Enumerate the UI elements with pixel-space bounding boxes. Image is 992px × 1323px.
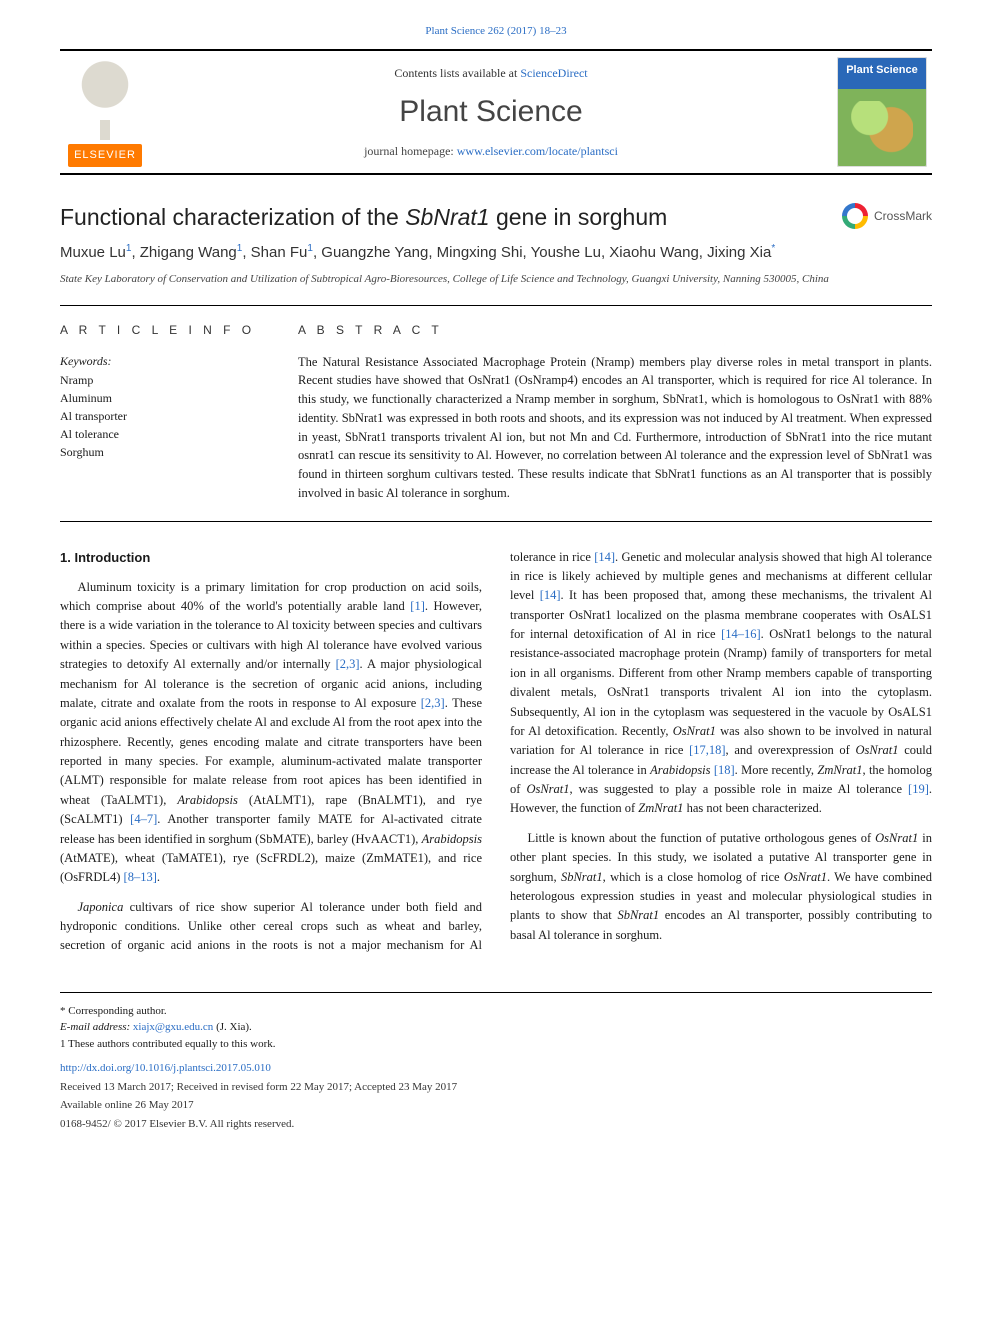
keywords-list: NrampAluminumAl transporterAl toleranceS… (60, 371, 270, 461)
homepage-prefix: journal homepage: (364, 144, 457, 158)
top-citation[interactable]: Plant Science 262 (2017) 18–23 (60, 24, 932, 39)
article-history: Received 13 March 2017; Received in revi… (60, 1079, 932, 1096)
body-paragraph: Little is known about the function of pu… (510, 829, 932, 945)
article-title: Functional characterization of the SbNra… (60, 203, 826, 232)
keyword-item: Aluminum (60, 389, 270, 407)
journal-homepage-line: journal homepage: www.elsevier.com/locat… (162, 143, 820, 160)
abstract-text: The Natural Resistance Associated Macrop… (298, 353, 932, 503)
journal-homepage-link[interactable]: www.elsevier.com/locate/plantsci (457, 144, 618, 158)
masthead: ELSEVIER Contents lists available at Sci… (60, 49, 932, 175)
contents-prefix: Contents lists available at (394, 66, 520, 80)
publisher-block: ELSEVIER (60, 57, 150, 167)
elsevier-wordmark: ELSEVIER (68, 144, 142, 167)
masthead-center: Contents lists available at ScienceDirec… (162, 57, 820, 167)
author-list: Muxue Lu1, Zhigang Wang1, Shan Fu1, Guan… (60, 242, 932, 264)
journal-cover-block (832, 57, 932, 167)
sciencedirect-link[interactable]: ScienceDirect (520, 66, 587, 80)
title-text-post: gene in sorghum (490, 204, 668, 230)
affiliation: State Key Laboratory of Conservation and… (60, 272, 932, 287)
available-online: Available online 26 May 2017 (60, 1097, 932, 1114)
abstract-column: A B S T R A C T The Natural Resistance A… (298, 322, 932, 503)
article-info-heading: A R T I C L E I N F O (60, 322, 270, 339)
body-paragraph: Aluminum toxicity is a primary limitatio… (60, 578, 482, 888)
corresponding-note: * Corresponding author. (60, 1003, 932, 1020)
footnotes: * Corresponding author. E-mail address: … (60, 992, 932, 1133)
email-suffix: (J. Xia). (213, 1021, 252, 1033)
journal-name: Plant Science (162, 91, 820, 133)
title-text-pre: Functional characterization of the (60, 204, 405, 230)
journal-cover-thumbnail (837, 57, 927, 167)
contents-available-line: Contents lists available at ScienceDirec… (162, 65, 820, 82)
crossmark-widget[interactable]: CrossMark (842, 203, 932, 229)
section-divider-2 (60, 521, 932, 522)
title-italic-gene: SbNrat1 (405, 204, 489, 230)
email-line: E-mail address: xiajx@gxu.edu.cn (J. Xia… (60, 1019, 932, 1036)
section-heading-introduction: 1. Introduction (60, 548, 482, 568)
section-divider (60, 305, 932, 306)
email-label: E-mail address: (60, 1021, 133, 1033)
body-two-column: 1. Introduction Aluminum toxicity is a p… (60, 548, 932, 956)
keywords-label: Keywords: (60, 353, 270, 370)
copyright-line: 0168-9452/ © 2017 Elsevier B.V. All righ… (60, 1116, 932, 1133)
abstract-heading: A B S T R A C T (298, 322, 932, 339)
elsevier-tree-icon (70, 60, 140, 140)
keyword-item: Al transporter (60, 407, 270, 425)
corresponding-email-link[interactable]: xiajx@gxu.edu.cn (133, 1021, 213, 1033)
keyword-item: Nramp (60, 371, 270, 389)
equal-contribution-note: 1 These authors contributed equally to t… (60, 1036, 932, 1053)
crossmark-icon (842, 203, 868, 229)
keyword-item: Sorghum (60, 443, 270, 461)
article-info-column: A R T I C L E I N F O Keywords: NrampAlu… (60, 322, 270, 503)
keyword-item: Al tolerance (60, 425, 270, 443)
doi-link[interactable]: http://dx.doi.org/10.1016/j.plantsci.201… (60, 1060, 932, 1077)
crossmark-label: CrossMark (874, 208, 932, 225)
